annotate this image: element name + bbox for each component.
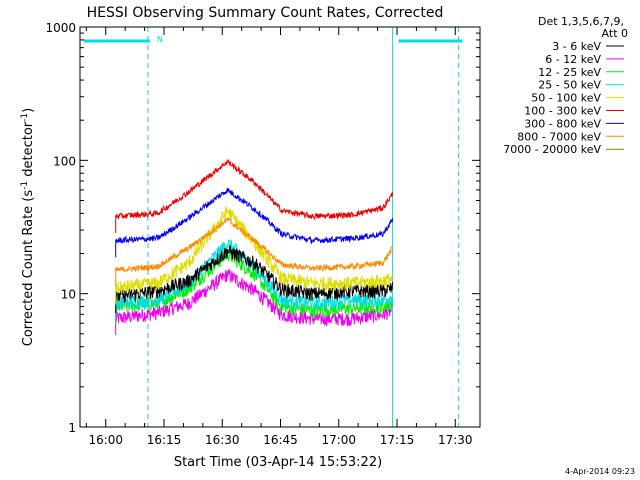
- legend-label: 12 - 25 keV: [538, 66, 601, 79]
- night-marker-label: N: [157, 35, 163, 44]
- legend-label: 6 - 12 keV: [545, 53, 601, 66]
- y-tick-label: 10: [61, 288, 76, 302]
- legend-label: 300 - 800 keV: [524, 117, 601, 130]
- series-line: [115, 245, 393, 314]
- y-axis: 1 10 100 1000: [45, 21, 480, 435]
- legend-header-line1: Det 1,3,5,6,7,9,: [538, 15, 624, 28]
- series-line: [115, 158, 393, 233]
- x-tick-label: 16:30: [205, 433, 240, 447]
- timestamp: 4-Apr-2014 09:23: [565, 467, 635, 476]
- plot-frame: [79, 26, 481, 428]
- chart-title: HESSI Observing Summary Count Rates, Cor…: [87, 5, 444, 21]
- legend-label: 50 - 100 keV: [531, 92, 601, 105]
- y-axis-label-mid: detector: [21, 121, 36, 181]
- y-tick-label: 1: [68, 421, 76, 435]
- x-tick-label: 16:15: [147, 433, 182, 447]
- legend-label: 3 - 6 keV: [552, 40, 601, 53]
- series-line: [115, 269, 393, 336]
- y-axis-label-main: Corrected Count Rate (s: [21, 190, 36, 347]
- plot-area: N: [79, 27, 463, 427]
- series-line: [115, 188, 393, 258]
- series-line: [115, 216, 393, 287]
- x-axis-label: Start Time (03-Apr-14 15:53:22): [174, 455, 382, 470]
- y-tick-label: 1000: [45, 21, 76, 35]
- legend-header-line2: Att 0: [602, 27, 628, 40]
- x-tick-label: 17:15: [380, 433, 415, 447]
- x-axis: 16:00 16:15 16:30 16:45 17:00 17:15 17:30: [85, 27, 473, 447]
- x-tick-label: 16:00: [88, 433, 123, 447]
- y-axis-label: Corrected Count Rate (s-1 detector-1): [20, 108, 36, 346]
- y-axis-label-exp1: -1: [20, 181, 30, 190]
- legend-label: 25 - 50 keV: [538, 79, 601, 92]
- legend-label: 800 - 7000 keV: [517, 130, 601, 143]
- y-tick-label: 100: [53, 154, 76, 168]
- legend-label: 7000 - 20000 keV: [503, 143, 601, 156]
- series-line: [115, 206, 393, 305]
- y-axis-label-end: ): [21, 108, 36, 113]
- legend-label: 100 - 300 keV: [524, 105, 601, 118]
- x-tick-label: 16:45: [263, 433, 298, 447]
- x-tick-label: 17:00: [321, 433, 356, 447]
- x-tick-label: 17:30: [438, 433, 473, 447]
- y-axis-label-exp2: -1: [20, 113, 30, 122]
